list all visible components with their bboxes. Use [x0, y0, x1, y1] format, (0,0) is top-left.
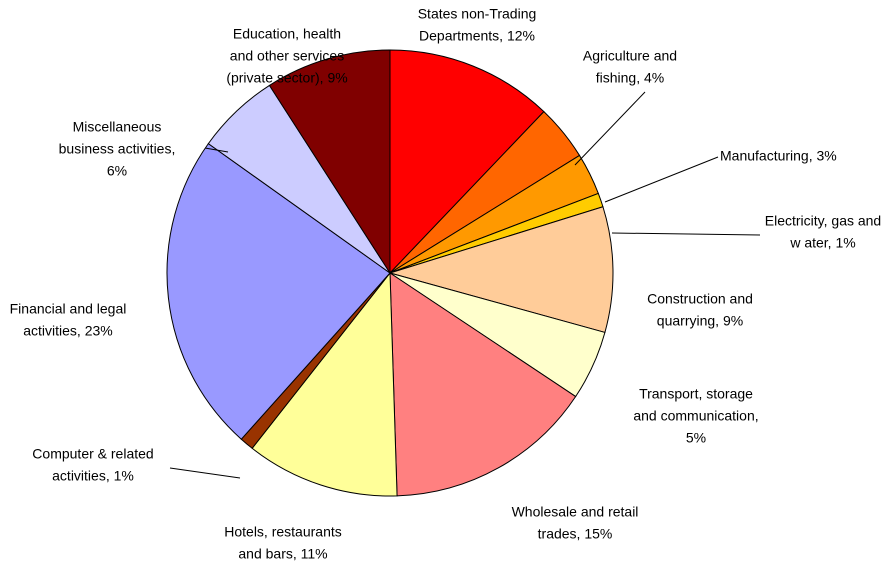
- slice-label: fishing, 4%: [596, 70, 664, 86]
- slice-label: States non-Trading: [418, 6, 537, 22]
- slice-label: activities, 1%: [52, 468, 134, 484]
- slice-label: Electricity, gas and: [765, 213, 881, 229]
- slice-label: Agriculture and: [583, 48, 677, 64]
- slice-label: Hotels, restaurants: [224, 524, 342, 540]
- pie-slice: [251, 271, 398, 497]
- slice-label: w ater, 1%: [789, 235, 855, 251]
- pie-slice: [389, 49, 545, 275]
- slice-label: Education, health: [233, 26, 341, 42]
- slice-label: and other services: [230, 48, 344, 64]
- leader-line: [574, 91, 646, 166]
- slice-label: business activities,: [59, 141, 176, 157]
- slice-label: (private sector), 9%: [226, 70, 347, 86]
- leader-line: [611, 232, 761, 236]
- leader-line: [169, 467, 241, 479]
- slice-label: and communication,: [633, 408, 758, 424]
- leader-line: [604, 156, 719, 203]
- slice-label: Wholesale and retail: [512, 504, 639, 520]
- slice-label: Financial and legal: [10, 301, 127, 317]
- slice-label: 5%: [686, 430, 706, 446]
- slice-label: Miscellaneous: [73, 119, 162, 135]
- leader-line: [204, 147, 229, 153]
- slice-label: 6%: [107, 163, 127, 179]
- slice-label: Departments, 12%: [419, 28, 535, 44]
- pie-slice: [166, 142, 391, 440]
- slice-label: Construction and: [647, 291, 753, 307]
- slice-label: and bars, 11%: [238, 546, 327, 562]
- pie-slice: [268, 49, 391, 275]
- pie-slice: [388, 206, 614, 334]
- slice-label: Manufacturing, 3%: [720, 148, 837, 164]
- slice-label: Computer & related: [32, 446, 153, 462]
- slice-label: trades, 15%: [538, 526, 613, 542]
- pie-slice: [389, 272, 577, 497]
- slice-label: activities, 23%: [23, 323, 112, 339]
- slice-label: Transport, storage: [639, 386, 753, 402]
- slice-label: quarrying, 9%: [657, 313, 743, 329]
